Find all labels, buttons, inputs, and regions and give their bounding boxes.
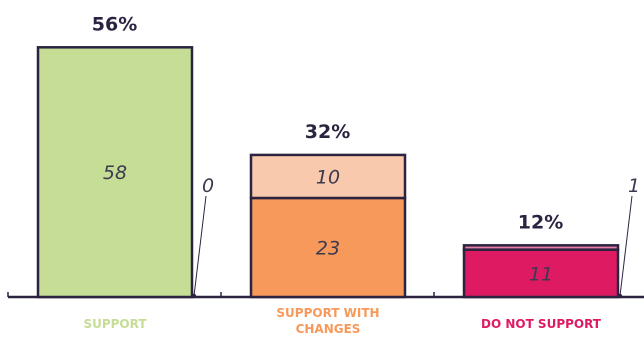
category-label: CHANGES xyxy=(296,322,361,336)
value-label: 1 xyxy=(628,175,640,197)
percent-label: 32% xyxy=(305,121,350,143)
value-label: 23 xyxy=(316,237,340,259)
callout-leader-line xyxy=(193,195,207,297)
bar-segment-2-3 xyxy=(462,244,620,251)
callout-dot xyxy=(617,293,623,299)
value-label: 10 xyxy=(316,166,340,188)
value-label: 11 xyxy=(529,263,553,285)
bar-segment-2-2 xyxy=(249,153,407,200)
percent-label: 12% xyxy=(518,211,563,233)
callout-leader-line xyxy=(619,195,633,297)
bar-segment-1-2 xyxy=(249,196,407,299)
value-label: 0 xyxy=(202,175,214,197)
category-label: DO NOT SUPPORT xyxy=(481,317,602,331)
category-label: SUPPORT WITH xyxy=(276,306,379,320)
bar-segment-1-1 xyxy=(36,46,194,299)
value-label: 58 xyxy=(103,162,127,184)
category-label: SUPPORT xyxy=(83,317,147,331)
bar-segment-1-3 xyxy=(462,248,620,299)
percent-label: 56% xyxy=(92,13,137,35)
callout-dot xyxy=(191,293,197,299)
